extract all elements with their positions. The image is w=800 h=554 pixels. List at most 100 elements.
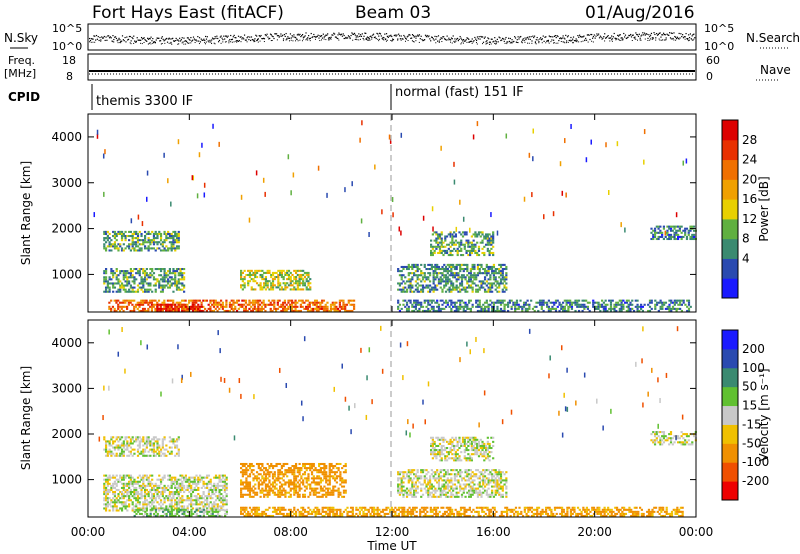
noise-point [148,37,150,40]
heatmap-cell [344,481,347,484]
heatmap-cell [453,276,457,279]
heatmap-cell [440,243,443,246]
heatmap-cell [615,305,618,308]
heatmap-cell [257,305,260,308]
heatmap-cell [473,272,476,275]
heatmap-cell [240,284,243,287]
noise-point [464,40,466,42]
heatmap-cell [510,307,513,310]
heatmap-cell [225,486,228,489]
heatmap-cell [188,484,191,487]
heatmap-cell [124,495,127,498]
heatmap-cell [247,273,250,277]
heatmap-cell [309,465,312,468]
heatmap-cell [261,465,264,468]
heatmap-cell [271,481,275,484]
heatmap-cell [291,483,294,486]
heatmap-cell [653,229,657,232]
heatmap-cell [397,305,400,308]
heatmap-cell [211,505,214,508]
heatmap-cell [472,247,475,250]
heatmap-cell [437,280,441,283]
heatmap-cell [262,307,265,310]
heatmap-cell [441,268,444,271]
heatmap-cell [149,268,152,271]
heatmap-cell [450,290,453,293]
noise-point [257,38,260,40]
noise-point [490,43,492,45]
heatmap-cell [337,307,340,310]
heatmap-cell [122,243,125,246]
noise-point [476,36,479,38]
noise-point [134,40,136,42]
heatmap-cell [115,247,118,250]
heatmap-cell [440,239,443,242]
heatmap-cell [490,212,492,218]
heatmap-cell [423,272,426,275]
noise-point [437,35,440,37]
heatmap-cell [298,471,301,474]
noise-point [388,35,390,37]
heatmap-cell [315,299,318,302]
noise-point [95,34,98,37]
noise-point [662,34,664,36]
heatmap-cell [459,268,462,271]
heatmap-cell [282,489,285,492]
heatmap-cell [622,307,625,310]
heatmap-cell [476,299,480,302]
heatmap-cell [462,263,465,266]
noise-point [652,38,654,40]
heatmap-cell [190,305,193,308]
heatmap-cell [280,288,283,291]
noise-point [379,33,382,35]
heatmap-cell [405,265,409,268]
heatmap-cell [149,247,152,250]
heatmap-cell [314,467,317,470]
heatmap-cell [668,235,671,238]
heatmap-cell [133,276,136,279]
heatmap-cell [294,462,298,466]
heatmap-cell [567,309,570,312]
heatmap-cell [154,507,157,510]
heatmap-cell [104,505,108,508]
heatmap-cell [464,303,467,306]
heatmap-cell [481,251,484,255]
heatmap-cell [293,467,296,470]
heatmap-cell [505,303,508,306]
heatmap-cell [174,303,177,306]
heatmap-cell [581,305,584,308]
heatmap-cell [668,233,671,236]
heatmap-cell [448,265,451,268]
heatmap-cell [430,251,433,255]
heatmap-cell [225,484,228,487]
heatmap-cell [133,237,136,240]
noise-point [369,36,371,38]
heatmap-cell [106,290,109,293]
noise-point [511,39,513,41]
heatmap-cell [147,491,150,494]
heatmap-cell [405,290,409,293]
noise-point [147,38,150,40]
heatmap-cell [175,482,179,485]
heatmap-cell [172,303,175,306]
heatmap-cell [280,271,283,274]
noise-point [676,36,679,38]
noise-point [441,37,443,40]
noise-point [250,36,253,38]
noise-point [476,43,478,45]
heatmap-cell [448,305,451,308]
heatmap-cell [586,305,590,308]
noise-point [591,33,593,36]
heatmap-cell [547,305,550,308]
heatmap-cell [418,309,421,312]
heatmap-cell [170,507,173,510]
noise-point [183,37,185,39]
noise-point [147,37,149,39]
heatmap-cell [184,499,187,502]
noise-point [493,40,495,42]
heatmap-cell [119,474,122,477]
heatmap-cell [252,288,255,291]
heatmap-cell [222,486,225,489]
heatmap-cell [122,232,125,235]
heatmap-cell [450,284,453,287]
